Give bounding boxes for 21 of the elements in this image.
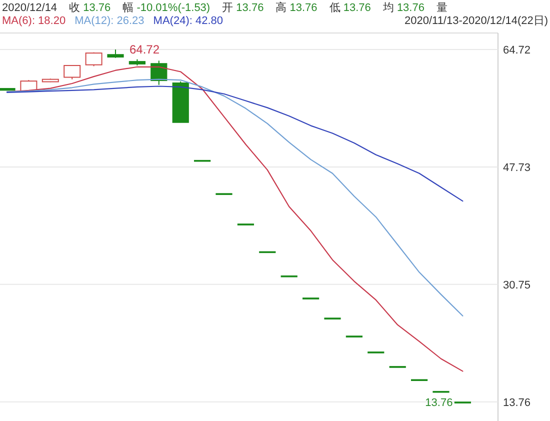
- text: 高 13.76: [276, 1, 318, 14]
- y-tick-label: 30.75: [503, 279, 531, 292]
- text: 幅 -10.01%(-1.53): [122, 2, 210, 14]
- text: 量: [436, 2, 448, 14]
- text: 开 13.76: [222, 2, 264, 14]
- text: 低 13.76: [329, 2, 371, 14]
- text: MA(24): 42.80: [153, 15, 223, 27]
- y-tick-label: 13.76: [503, 396, 531, 409]
- y-tick-label: 47.73: [503, 162, 531, 174]
- text: MA(12): 26.23: [74, 15, 144, 27]
- annotation: 64.72: [130, 42, 160, 56]
- text: 2020/11/13-2020/12/14(22日): [404, 15, 548, 27]
- line-series: [6, 86, 464, 202]
- y-tick-label: 64.72: [503, 44, 531, 56]
- text: 2020/12/14: [2, 2, 58, 14]
- annotation: 13.76: [425, 396, 453, 409]
- text: 收 13.76: [69, 2, 111, 14]
- text: 均 13.76: [382, 2, 424, 14]
- text: MA(6): 18.20: [2, 15, 66, 27]
- candlestick: [85, 52, 102, 67]
- candlestick: [64, 65, 81, 80]
